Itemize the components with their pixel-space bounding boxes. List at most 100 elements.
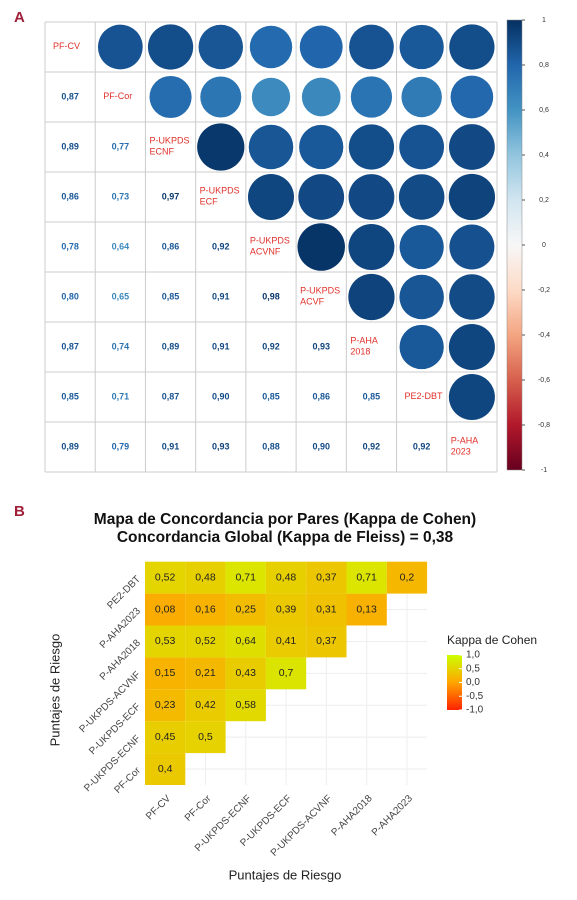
cell-label: 0,45: [155, 731, 176, 743]
label-line: ACVNF: [250, 247, 281, 257]
legend-title: Kappa de Cohen: [447, 633, 537, 647]
correlation-circle: [247, 173, 295, 221]
correlation-label: 0,89: [162, 341, 180, 351]
correlation-circle: [401, 76, 442, 118]
correlation-circle: [399, 274, 444, 320]
heatmap-cell: [185, 689, 226, 722]
y-tick-label: PF-Cor: [112, 765, 143, 796]
label-line: P-UKPDS: [250, 236, 290, 246]
legend-label: 1,0: [466, 650, 480, 661]
correlation-label: 0,85: [162, 291, 180, 301]
correlation-label: 0,78: [61, 241, 79, 251]
label-line: P-AHA: [451, 436, 479, 446]
cell-label: 0,7: [279, 667, 294, 679]
correlation-label: 0,91: [212, 341, 230, 351]
colorbar-label: -0,2: [538, 287, 550, 294]
correlation-label: 0,97: [162, 191, 180, 201]
label-line: P-UKPDS: [149, 136, 189, 146]
colorbar-label: 0: [542, 242, 546, 249]
correlation-circle: [147, 24, 194, 70]
legend-label: -0,5: [466, 691, 484, 702]
diagonal-label: P-AHA 2018: [350, 336, 378, 357]
heatmap-cell: [306, 593, 347, 626]
correlation-circle: [448, 373, 495, 421]
correlation-circle: [299, 124, 344, 170]
correlation-label: 0,92: [262, 341, 280, 351]
cell-label: 0,37: [316, 571, 337, 583]
heatmap-cell: [225, 561, 266, 594]
heatmap-cell: [225, 625, 266, 658]
heatmap-cell: [185, 593, 226, 626]
cell-label: 0,15: [155, 667, 176, 679]
cell-label: 0,39: [276, 603, 297, 615]
correlation-circle: [198, 24, 244, 70]
correlation-circle: [399, 124, 445, 170]
correlation-label: 0,79: [112, 441, 130, 451]
heatmap-cell: [265, 593, 307, 626]
cell-label: 0,52: [155, 571, 176, 583]
x-tick-label: P-AHA2023: [370, 793, 415, 838]
cell-label: 0,23: [155, 699, 176, 711]
heatmap-cell: [265, 561, 307, 594]
cell-label: 0,48: [276, 571, 297, 583]
colorbar-label: -0,8: [538, 422, 550, 429]
heatmap-cell: [145, 689, 186, 722]
diagonal-label: P-UKPDS ACVNF: [250, 236, 290, 257]
chart-title: Mapa de Concordancia por Pares (Kappa de…: [94, 511, 476, 528]
cell-label: 0,71: [236, 571, 257, 583]
cell-label: 0,48: [195, 571, 216, 583]
colorbar-label: 0,2: [539, 197, 549, 204]
correlation-circle: [399, 324, 444, 370]
diagonal-label: P-UKPDS ECNF: [149, 136, 189, 157]
correlation-label: 0,91: [162, 441, 180, 451]
colorbar-label: -0,4: [538, 332, 550, 339]
correlation-label: 0,74: [112, 341, 130, 351]
cell-label: 0,58: [236, 699, 257, 711]
heatmap-cell: [145, 593, 186, 626]
correlation-circle: [348, 174, 395, 220]
heatmap-cell: [225, 657, 266, 690]
correlation-circle: [399, 24, 444, 70]
correlation-label: 0,92: [413, 441, 431, 451]
correlation-label: 0,87: [61, 341, 79, 351]
correlation-label: 0,86: [312, 391, 330, 401]
correlation-circle: [348, 273, 395, 321]
heatmap-cell: [145, 561, 186, 594]
correlation-label: 0,87: [61, 91, 79, 101]
correlation-circle: [248, 124, 294, 170]
correlation-label: 0,92: [212, 241, 230, 251]
heatmap-cell: [185, 625, 226, 658]
colorbar-label: -0,6: [538, 377, 550, 384]
colorbar-label: 0,6: [539, 107, 549, 114]
y-tick-label: PE2-DBT: [105, 574, 143, 612]
x-tick-label: P-AHA2018: [330, 793, 375, 838]
legend-colorbar: [447, 655, 462, 710]
cell-label: 0,13: [356, 603, 377, 615]
cell-label: 0,31: [316, 603, 337, 615]
correlation-label: 0,87: [162, 391, 180, 401]
cell-label: 0,42: [195, 699, 216, 711]
correlation-label: 0,85: [61, 391, 79, 401]
heatmap-cell: [265, 657, 307, 690]
correlation-label: 0,85: [262, 391, 280, 401]
correlation-circle: [449, 224, 495, 270]
y-axis-title: Puntajes de Riesgo: [47, 634, 62, 747]
correlation-label: 0,77: [112, 141, 130, 151]
correlation-label: 0,71: [112, 391, 130, 401]
correlation-circle: [398, 174, 445, 220]
diagonal-label: P-UKPDS ECF: [200, 186, 240, 207]
correlation-circle: [449, 24, 495, 70]
cell-label: 0,43: [236, 667, 257, 679]
label-line: ECF: [200, 197, 219, 207]
correlation-circle: [251, 77, 291, 117]
heatmap-cell: [265, 625, 307, 658]
x-tick-label: PF-Cor: [183, 793, 214, 824]
cell-label: 0,71: [356, 571, 377, 583]
correlation-label: 0,86: [162, 241, 180, 251]
cell-label: 0,21: [195, 667, 216, 679]
correlation-circle: [399, 224, 444, 270]
correlation-circle: [97, 24, 143, 70]
label-line: PF-Cor: [103, 91, 132, 101]
heatmap-cell: [185, 657, 226, 690]
heatmap-cell: [145, 753, 186, 785]
